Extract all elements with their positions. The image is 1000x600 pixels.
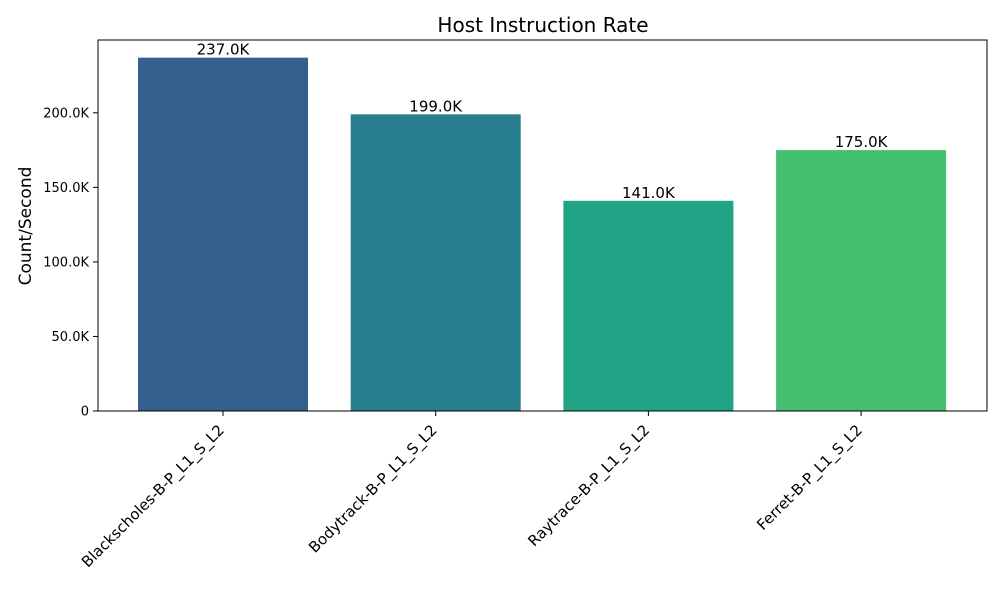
bar-2 — [350, 114, 521, 411]
value-label-3: 141.0K — [622, 184, 676, 202]
x-tick-label-1: Blackscholes-B-P_L1_S_L2 — [78, 421, 229, 572]
bar-3 — [563, 200, 734, 411]
value-label-4: 175.0K — [835, 133, 889, 151]
value-label-1: 237.0K — [197, 41, 251, 59]
bar-4 — [776, 150, 947, 411]
y-tick-label-1: 0 — [81, 405, 89, 420]
x-tick-label-4: Ferret-B-P_L1_S_L2 — [753, 421, 866, 534]
x-tick-label-2: Bodytrack-B-P_L1_S_L2 — [305, 421, 441, 557]
y-tick-label-2: 50.0K — [52, 330, 90, 345]
y-tick-label-5: 200.0K — [43, 106, 89, 121]
value-labels-group: 237.0K 199.0K 141.0K 175.0K — [197, 41, 889, 202]
y-tick-label-4: 150.0K — [43, 181, 89, 196]
x-axis: Blackscholes-B-P_L1_S_L2 Bodytrack-B-P_L1… — [78, 411, 867, 572]
y-axis: 0 50.0K 100.0K 150.0K 200.0K — [43, 106, 98, 420]
bars-group — [138, 57, 947, 412]
chart-title: Host Instruction Rate — [437, 13, 648, 37]
y-tick-label-3: 100.0K — [43, 255, 89, 270]
y-axis-label: Count/Second — [16, 167, 36, 286]
bar-1 — [138, 57, 308, 412]
plot-frame — [97, 39, 988, 412]
value-label-2: 199.0K — [409, 97, 463, 115]
x-tick-label-3: Raytrace-B-P_L1_S_L2 — [524, 421, 654, 551]
